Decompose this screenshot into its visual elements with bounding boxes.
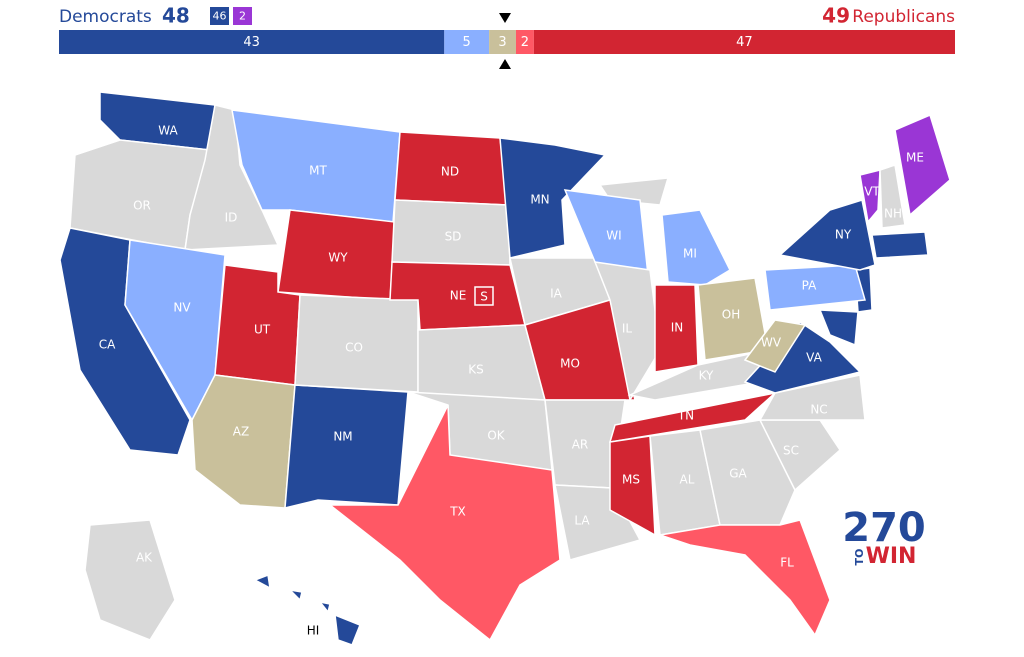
state-label: OR [133,199,151,213]
special-badge-text: S [480,290,488,304]
majority-marker-top [499,13,511,23]
bar-segment-label: 43 [243,35,260,50]
bar-segment[interactable] [444,30,490,54]
state[interactable] [608,391,778,443]
badge [233,7,252,25]
bar-segment-label: 47 [736,35,753,50]
state-label: OK [487,429,505,443]
state[interactable] [609,435,656,537]
bar-segment-label: 2 [521,35,529,50]
state-label: LA [574,514,590,528]
state[interactable] [859,169,881,224]
state-label: MT [309,164,327,178]
state-label: MN [530,193,549,207]
logo-to: TO [853,549,866,566]
state-label: MS [622,473,640,487]
state[interactable] [191,374,296,509]
state-label: IA [550,287,563,301]
state[interactable] [699,419,796,526]
state-label: AZ [233,425,249,439]
state-shape [818,309,859,347]
state-label: WI [606,229,621,243]
special-badge [474,286,494,306]
state-label: OH [722,308,740,322]
state[interactable] [778,199,876,271]
state-label: NH [884,207,902,221]
state-label: WV [761,336,782,350]
state-label: VA [806,351,822,365]
state-label: AK [136,551,153,565]
state[interactable] [253,573,361,646]
state[interactable] [524,299,636,401]
state[interactable] [327,404,561,642]
state[interactable] [758,374,866,421]
state[interactable] [743,319,807,373]
state-label: NM [333,430,352,444]
state[interactable] [661,209,731,286]
state-label: NV [173,301,191,315]
state-shape [871,231,929,259]
state-label: ME [906,151,924,165]
states: WA OR CA ID NV MT WY UT AZ NM CO ND SD NE S KS OK TX MN IA M… [59,91,951,646]
state-label: HI [307,624,320,638]
state-label: KY [699,369,714,383]
state[interactable] [84,519,176,641]
bar-segment[interactable] [489,30,516,54]
bar-segment[interactable] [515,30,534,54]
logo-win: WIN [866,544,917,569]
dem-total: 48 [162,4,190,28]
state[interactable] [593,261,661,403]
badge-text: 2 [239,10,246,23]
state-label: FL [780,556,794,570]
badge-text: 46 [213,10,227,23]
bar-segment[interactable] [59,30,445,54]
state-label: ID [225,211,238,225]
state-label: KS [468,363,484,377]
rep-label: Republicans [852,7,955,27]
state-label: CA [99,338,116,352]
state-label: WA [158,124,178,138]
state-label: SD [445,230,462,244]
state-label: MO [560,357,580,371]
state[interactable] [879,164,906,229]
bar-segment-label: 5 [463,35,471,50]
state-label: UT [254,323,271,337]
badge [210,7,229,25]
state-label: NE [450,289,467,303]
state-label: AL [680,473,695,487]
state-label: PA [802,279,817,293]
state-label: ND [441,165,459,179]
state-label: AR [572,438,589,452]
state-label: IN [671,321,684,335]
logo-number: 270 [842,505,926,551]
majority-marker-bottom [499,59,511,69]
bar-segment-label: 3 [498,35,506,50]
state-label: TX [449,505,466,519]
rep-total: 49 [822,4,850,28]
bar-segment[interactable] [533,30,955,54]
state-label: NC [810,403,827,417]
state-label: TN [677,409,694,423]
state[interactable] [764,264,866,311]
dem-label: Democrats [59,7,152,27]
state[interactable] [894,113,951,217]
state-label: GA [729,467,747,481]
state-label: VT [864,185,880,199]
seat-bar[interactable]: 43 5 3 2 47 [59,30,955,54]
state-label: CO [345,341,363,355]
state-label: MI [683,247,697,261]
state-label: SC [783,444,799,458]
state-label: IL [622,322,633,336]
state[interactable] [284,384,409,509]
state[interactable] [659,519,831,637]
state-label: NY [835,228,852,242]
state-label: WY [328,251,348,265]
